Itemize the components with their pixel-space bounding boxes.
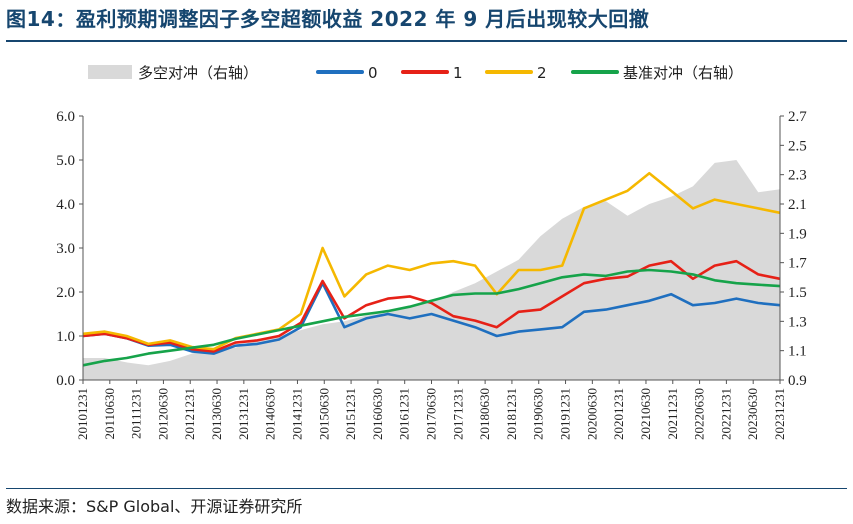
x-tick-label: 20110630 (102, 388, 117, 440)
x-tick-label: 20120630 (155, 388, 170, 440)
x-tick-label: 20231231 (772, 388, 787, 440)
right-tick-label: 1.9 (788, 226, 807, 242)
x-tick-label: 20131231 (236, 388, 251, 440)
x-tick-label: 20200630 (584, 388, 599, 440)
x-tick-label: 20191231 (558, 388, 573, 440)
x-tick-label: 20220630 (692, 388, 707, 440)
axes: 0.0 1.0 2.0 3.0 4.0 5.0 6.0 0.9 1.1 1.3 1.5 1.7 1.9 2… (56, 109, 807, 440)
x-tick-label: 20210630 (638, 388, 653, 440)
x-tick-label: 20180630 (477, 388, 492, 440)
legend-swatch-area (88, 65, 132, 79)
right-tick-label: 1.7 (788, 256, 807, 272)
x-tick-label: 20230630 (745, 388, 760, 440)
line-series-4 (82, 268, 781, 367)
figure-title: 图14：盈利预期调整因子多空超额收益 2022 年 9 月后出现较大回撤 (6, 7, 650, 31)
x-tick-label: 20181231 (504, 388, 519, 440)
right-tick-label: 1.5 (788, 285, 807, 301)
chart: 多空对冲（右轴） 0 1 2 基准对冲（右轴） 0.0 1.0 2.0 3.0 4.0 5.0 6.… (56, 64, 807, 440)
legend-label: 2 (537, 64, 547, 82)
x-tick-label: 20221231 (718, 388, 733, 440)
source-note: 数据来源：S&P Global、开源证券研究所 (6, 497, 303, 516)
legend-label: 多空对冲（右轴） (138, 64, 258, 82)
left-tick-label: 2.0 (56, 285, 75, 301)
left-tick-label: 0.0 (56, 373, 75, 389)
x-tick-label: 20211231 (665, 388, 680, 440)
x-tick-label: 20151231 (343, 388, 358, 440)
x-tick-label: 20121231 (182, 388, 197, 440)
left-tick-label: 3.0 (56, 241, 75, 257)
x-tick-label: 20161231 (397, 388, 412, 440)
right-tick-label: 2.5 (788, 138, 807, 154)
x-tick-label: 20141231 (289, 388, 304, 440)
right-tick-label: 1.3 (788, 314, 807, 330)
right-tick-label: 2.1 (788, 197, 807, 213)
line-series-1 (82, 281, 781, 355)
left-tick-label: 6.0 (56, 109, 75, 125)
legend-label: 基准对冲（右轴） (623, 64, 743, 82)
legend-label: 1 (453, 64, 463, 82)
title-rule (6, 40, 847, 42)
source-rule (6, 488, 847, 489)
x-tick-label: 20101231 (75, 388, 90, 440)
x-tick-label: 20170630 (424, 388, 439, 440)
left-tick-label: 5.0 (56, 153, 75, 169)
x-tick-label: 20130630 (209, 388, 224, 440)
x-tick-label: 20160630 (370, 388, 385, 440)
area-series-long-short (83, 160, 780, 380)
right-tick-label: 0.9 (788, 373, 807, 389)
x-tick-label: 20140630 (263, 388, 278, 440)
legend: 多空对冲（右轴） 0 1 2 基准对冲（右轴） (88, 64, 743, 82)
right-tick-label: 1.1 (788, 344, 807, 360)
x-tick-label: 20201231 (611, 388, 626, 440)
left-tick-label: 4.0 (56, 197, 75, 213)
left-tick-label: 1.0 (56, 329, 75, 345)
right-tick-label: 2.3 (788, 168, 807, 184)
right-tick-label: 2.7 (788, 109, 807, 125)
line-layer (82, 171, 781, 367)
line-series-2 (82, 259, 781, 353)
legend-label: 0 (368, 64, 378, 82)
x-tick-label: 20190630 (531, 388, 546, 440)
x-tick-label: 20111231 (129, 388, 144, 439)
area-layer (83, 160, 780, 380)
x-tick-label: 20171231 (450, 388, 465, 440)
x-tick-label: 20150630 (316, 388, 331, 440)
